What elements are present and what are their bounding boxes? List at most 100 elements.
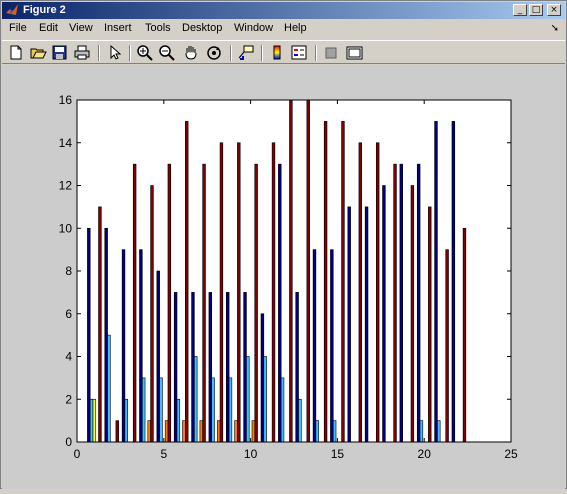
bar[interactable] [167,163,172,443]
bar[interactable] [124,398,128,443]
bar[interactable] [364,206,369,443]
bar[interactable] [410,185,415,443]
bar[interactable] [462,227,467,443]
bar[interactable] [246,356,250,443]
bar[interactable] [399,163,403,443]
menu-tools[interactable]: Tools [145,22,171,34]
bar[interactable] [115,420,119,443]
bar[interactable] [121,249,126,443]
bar[interactable] [98,206,102,443]
bar[interactable] [419,420,424,443]
bar[interactable] [375,142,380,443]
bar-chart[interactable]: 0 5 10 15 20 25 0 2 4 6 8 10 12 14 16 [2,65,565,489]
bar[interactable] [150,185,154,443]
bar[interactable] [225,292,230,443]
rotate-3d-icon[interactable] [205,44,223,61]
bar[interactable] [251,420,256,443]
bar[interactable] [173,292,178,443]
bar[interactable] [445,249,449,443]
bar[interactable] [347,206,351,443]
maximize-button[interactable]: □ [529,4,543,16]
close-button[interactable]: × [547,4,561,16]
bar[interactable] [315,420,319,443]
menu-desktop[interactable]: Desktop [182,22,223,34]
bar[interactable] [216,420,221,443]
zoom-in-icon[interactable] [136,44,154,61]
bar[interactable] [295,292,299,443]
bar[interactable] [132,163,137,443]
bar[interactable] [87,227,91,443]
pan-hand-icon[interactable] [182,44,200,61]
bar[interactable] [298,398,302,443]
bar[interactable] [341,121,345,443]
toolbar-separator [98,45,100,61]
bar[interactable] [330,249,334,443]
bar[interactable] [416,163,421,443]
bar[interactable] [156,270,160,443]
bar[interactable] [237,142,241,443]
menu-file[interactable]: File [9,22,27,34]
show-plot-tools-icon[interactable] [345,44,363,61]
insert-legend-icon[interactable] [290,44,308,61]
bar[interactable] [228,377,233,443]
bar[interactable] [199,420,203,443]
axes-background [77,100,511,442]
print-icon[interactable] [73,44,91,61]
zoom-out-icon[interactable] [158,44,176,61]
new-figure-icon[interactable] [7,44,25,61]
bar[interactable] [254,163,258,443]
bar[interactable] [382,185,386,443]
bar[interactable] [260,313,265,443]
minimize-button[interactable]: _ [513,4,527,16]
bar[interactable] [139,249,143,443]
menu-view[interactable]: View [69,22,93,34]
bar[interactable] [393,163,397,443]
bar[interactable] [164,420,169,443]
bar[interactable] [437,420,441,443]
bar[interactable] [271,142,276,443]
bar[interactable] [202,163,206,443]
bar[interactable] [278,163,282,443]
title-bar[interactable]: Figure 2 _ □ × [2,2,565,19]
bar[interactable] [191,292,195,443]
bar[interactable] [159,377,163,443]
bar[interactable] [219,142,224,443]
edit-plot-arrow-icon[interactable] [106,44,124,61]
bar[interactable] [428,206,432,443]
x-tick-label: 10 [244,447,258,461]
bar[interactable] [104,227,108,443]
bar[interactable] [323,121,328,443]
bar[interactable] [141,377,146,443]
bar[interactable] [211,377,215,443]
bar[interactable] [176,398,181,443]
bar[interactable] [306,99,310,443]
bar[interactable] [243,292,247,443]
bar[interactable] [434,121,438,443]
menu-help[interactable]: Help [284,22,307,34]
bar[interactable] [92,398,97,443]
open-file-icon[interactable] [29,44,47,61]
bar[interactable] [194,356,198,443]
bar[interactable] [289,99,293,443]
menu-dock-arrow-icon[interactable]: ➘ [550,23,559,34]
bar[interactable] [332,420,337,443]
bar[interactable] [185,121,189,443]
menu-edit[interactable]: Edit [39,22,58,34]
bar[interactable] [89,398,94,443]
insert-colorbar-icon[interactable] [268,44,286,61]
bar[interactable] [451,121,456,443]
menu-window[interactable]: Window [234,22,274,34]
save-icon[interactable] [51,44,69,61]
hide-plot-tools-icon[interactable] [322,44,340,61]
data-cursor-icon[interactable] [237,44,255,61]
bar[interactable] [208,292,213,443]
bar[interactable] [182,420,186,443]
bar[interactable] [107,334,111,443]
bar[interactable] [263,356,267,443]
bar[interactable] [280,377,285,443]
bar[interactable] [147,420,151,443]
bar[interactable] [358,142,363,443]
menu-insert[interactable]: Insert [104,22,132,34]
bar[interactable] [234,420,238,443]
bar[interactable] [312,249,317,443]
